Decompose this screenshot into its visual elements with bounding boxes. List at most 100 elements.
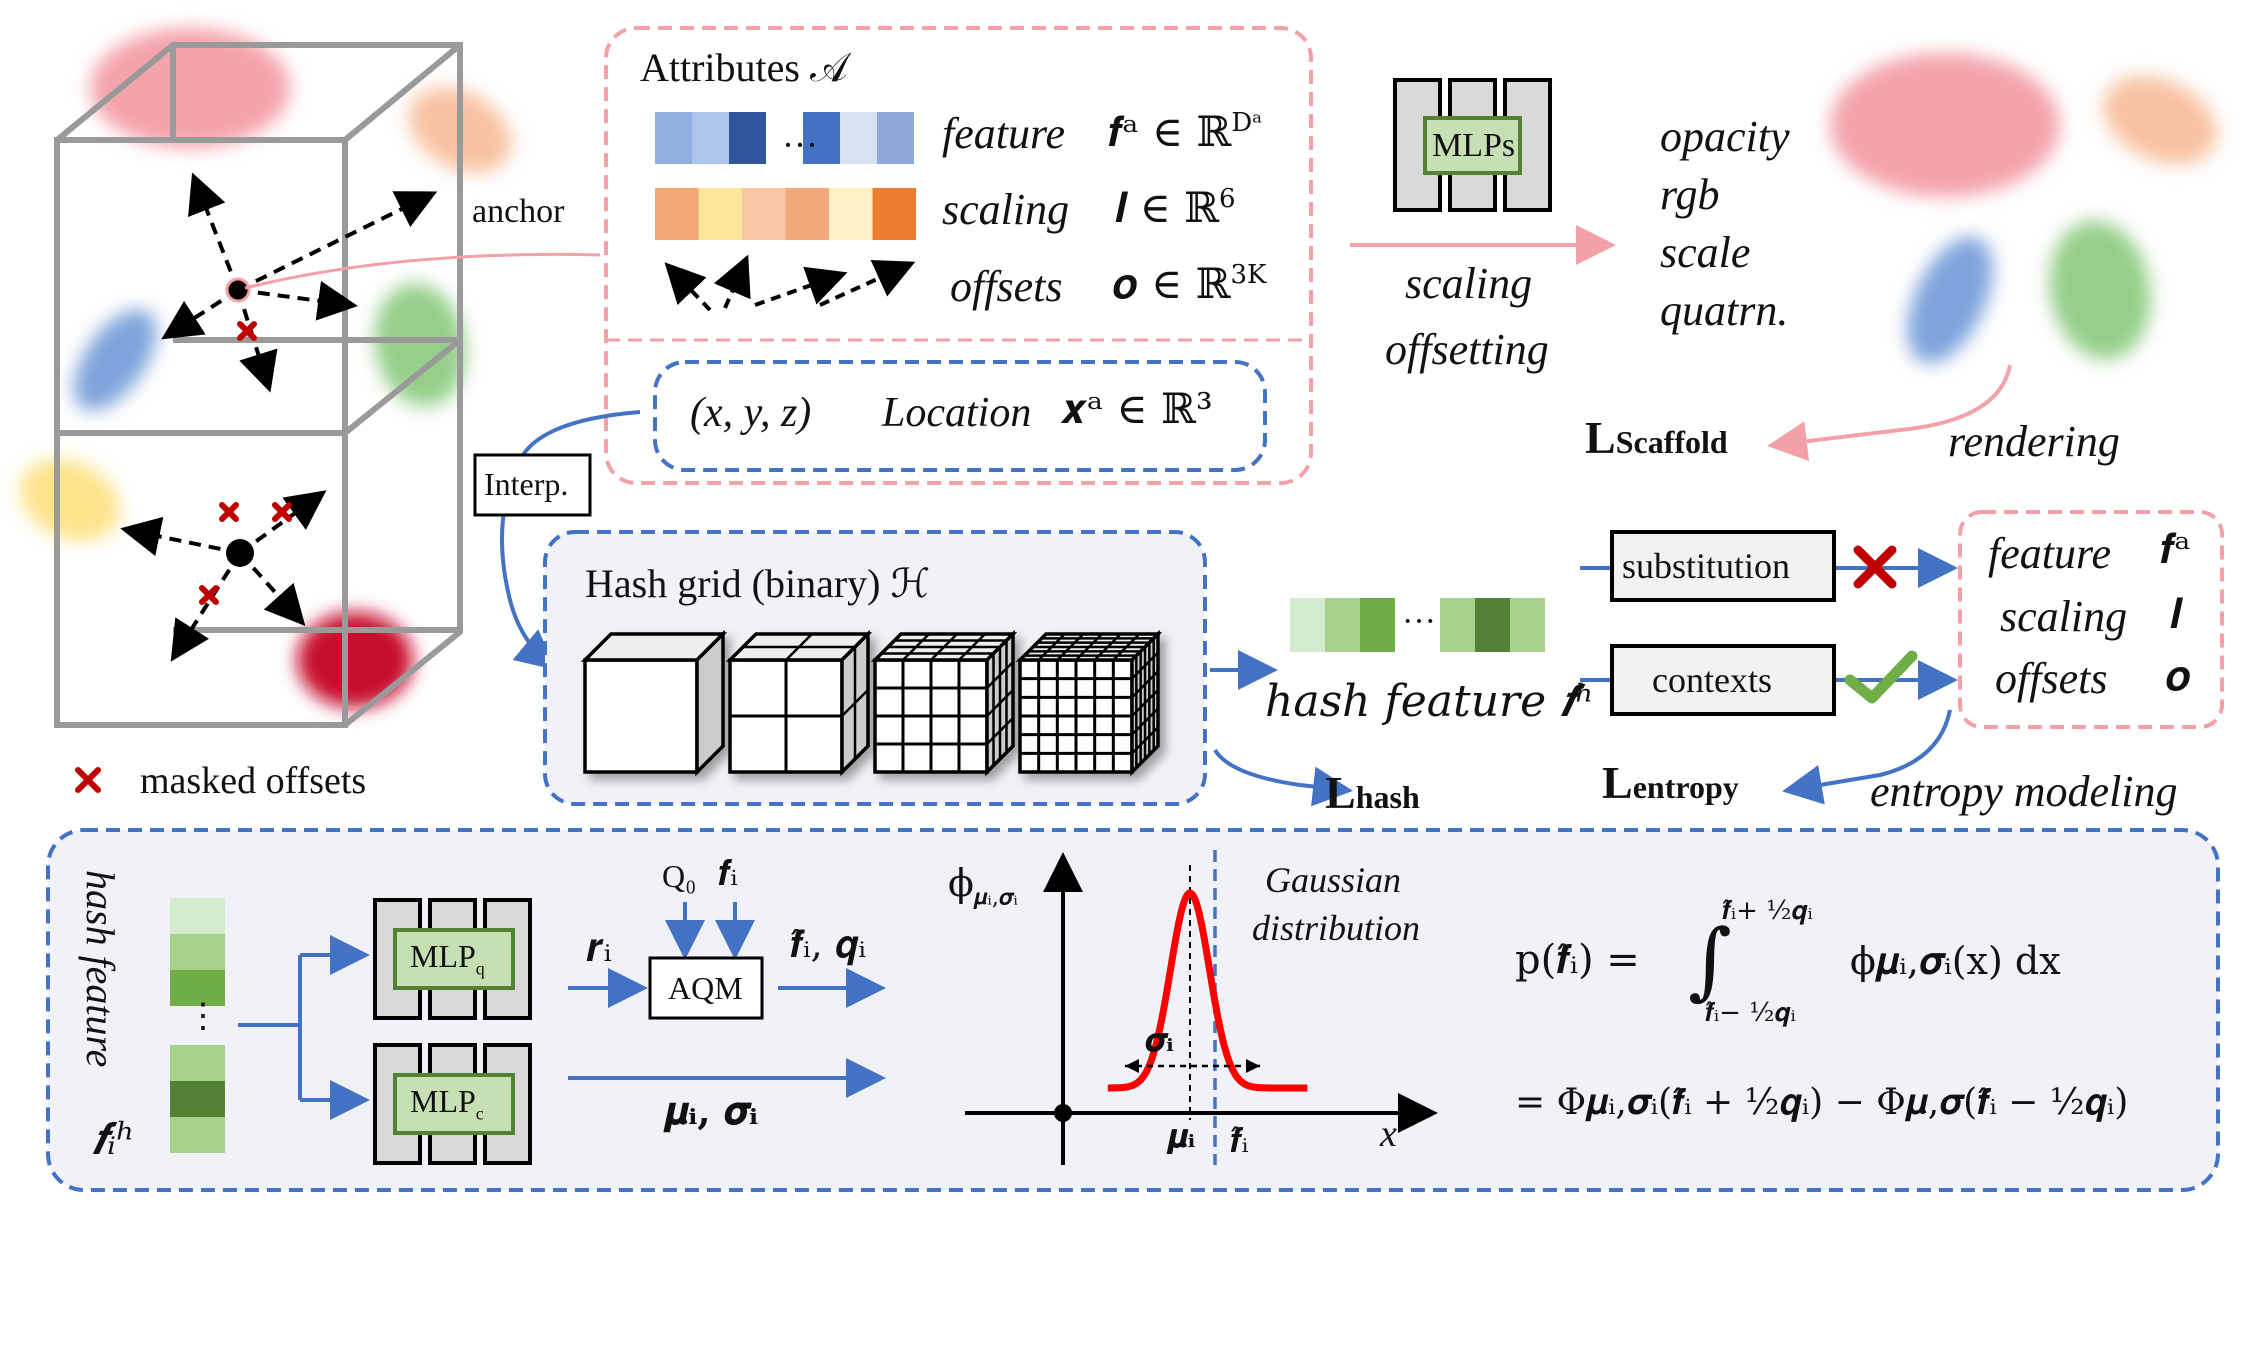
attr-feature-math: 𝒇ᵃ ∈ ℝDᵃ <box>1108 107 1263 156</box>
scaling-cell <box>742 188 786 240</box>
mlp-c-label: MLPc <box>410 1083 484 1124</box>
hash-feature-cell <box>1325 598 1360 652</box>
attribute-feature-vector <box>655 112 914 164</box>
interp-label: Interp. <box>484 466 569 502</box>
entropy-model-panel <box>46 828 2220 1192</box>
gauss-title-1: Gaussian <box>1265 860 1402 900</box>
attr-offsets-name: offsets <box>950 262 1063 311</box>
x-axis-label: x <box>1380 1113 1397 1155</box>
interp-box <box>473 453 592 517</box>
attribute-scaling-vector <box>655 188 916 240</box>
anchor-connector <box>244 252 601 290</box>
scaling-cell <box>655 188 699 240</box>
mlps-label: MLPs <box>1432 127 1516 164</box>
attr-scaling-math: 𝒍 ∈ ℝ6 <box>1115 183 1236 232</box>
sigma-label: 𝝈ᵢ <box>1145 1021 1174 1059</box>
substitution-cross-icon <box>1853 545 1897 589</box>
hash-grid-cube-4 <box>870 629 1018 777</box>
hash-feature-cell <box>1290 598 1325 652</box>
decoded-scaling-math: 𝒍 <box>2170 589 2182 638</box>
branch-arrows <box>238 935 370 1120</box>
bottom-side-math: 𝒇ᵢʰ <box>92 1114 135 1165</box>
scaling-cell <box>698 188 742 240</box>
hash-feature-cell <box>1475 598 1510 652</box>
stack-cell <box>170 934 225 970</box>
feature-cell <box>655 112 692 164</box>
attr-scaling-name: scaling <box>942 185 1070 234</box>
stack-cell <box>170 898 225 934</box>
phi-label: ϕ𝝁ᵢ,𝝈ᵢ <box>948 861 1018 911</box>
aqm-label: AQM <box>668 970 743 1006</box>
contexts-label: contexts <box>1652 660 1772 700</box>
anchor-point-lower <box>226 539 254 567</box>
attribute-offsets-arrows <box>664 254 916 312</box>
location-xyz: (x, y, z) <box>690 390 812 436</box>
contexts-box <box>1610 644 1836 716</box>
location-math: 𝒙ᵃ ∈ ℝ³ <box>1060 384 1213 433</box>
anchor-lower <box>120 490 327 662</box>
feature-cell <box>877 112 914 164</box>
attributes-box <box>604 26 1313 485</box>
decoded-feature-math: 𝒇ᵃ <box>2160 524 2191 573</box>
feature-cell <box>803 112 840 164</box>
location-label: Location <box>882 390 1032 436</box>
eq1-integral: ∫ <box>1688 911 1732 1009</box>
masked-offsets-label: masked offsets <box>140 760 367 802</box>
fhat-axis-label: 𝒇̂ᵢ <box>1230 1121 1249 1161</box>
eq1-lower: 𝒇̂ᵢ− ½𝒒ᵢ <box>1705 998 1796 1028</box>
substitution-label: substitution <box>1622 546 1791 586</box>
rendering-label: rendering <box>1948 417 2120 466</box>
hash-feature-cell <box>1510 598 1545 652</box>
mlp-q-block <box>373 898 532 1020</box>
scaling-cell <box>785 188 829 240</box>
attributes-title: Attributes 𝒜 <box>640 45 848 90</box>
attr-offsets-math: 𝒐 ∈ ℝ3K <box>1112 259 1267 308</box>
stack-cell <box>170 970 225 1006</box>
substitution-box <box>1610 530 1836 602</box>
gauss-title-2: distribution <box>1252 908 1421 948</box>
anchor-label: anchor <box>472 193 565 230</box>
output-scale: scale <box>1660 228 1751 277</box>
output-gaussians <box>1830 53 2217 364</box>
rendering-arrow <box>1767 364 2012 462</box>
f-i-label: 𝒇ᵢ <box>718 853 738 894</box>
fhat-q-label: 𝒇̂ᵢ, 𝒒ᵢ <box>790 922 867 966</box>
hash-grid-title: Hash grid (binary) ℋ <box>585 561 930 606</box>
eq2: = Φ𝝁ᵢ,𝝈ᵢ(𝒇̂ᵢ + ½𝒒ᵢ) − Φ𝝁,𝝈(𝒇̂ᵢ − ½𝒒ᵢ) <box>1515 1082 2129 1123</box>
feature-dots: ··· <box>782 125 818 165</box>
entropy-modeling-label: entropy modeling <box>1870 767 2178 816</box>
anchor-point-upper <box>227 279 249 301</box>
decoded-attributes-box <box>1958 510 2224 729</box>
decoded-offsets-name: offsets <box>1995 654 2108 703</box>
mlp-q-label: MLPq <box>410 938 485 979</box>
loss-entropy: Lentropy <box>1602 757 1739 808</box>
stack-cell <box>170 1081 225 1117</box>
loss-scaffold: LScaffold <box>1585 412 1728 463</box>
output-quatrn: quatrn. <box>1660 286 1789 335</box>
hash-grid-cube-1 <box>580 629 728 777</box>
output-rgb: rgb <box>1660 170 1720 219</box>
attr-feature-name: feature <box>942 109 1065 158</box>
mlps-block <box>1393 78 1552 212</box>
eq1-rhs: ϕ𝝁ᵢ,𝝈ᵢ(x) dx <box>1850 939 2061 983</box>
mlps-caption-offsetting: offsetting <box>1385 325 1549 374</box>
hash-grid-cubes <box>580 629 1163 777</box>
r-i-label: 𝒓ᵢ <box>586 925 612 971</box>
entropy-arrow <box>1782 709 1952 805</box>
contexts-check-icon <box>1844 650 1918 704</box>
location-box <box>653 360 1267 472</box>
mu-axis-label: 𝝁ᵢ <box>1168 1117 1196 1155</box>
output-opacity: opacity <box>1660 112 1790 161</box>
decoded-feature-name: feature <box>1988 529 2111 578</box>
voxel-box <box>54 42 463 728</box>
eq1-upper: 𝒇̂ᵢ+ ½𝒒ᵢ <box>1722 896 1813 926</box>
mlp-c-block <box>373 1043 532 1165</box>
feature-cell <box>729 112 766 164</box>
hash-grid-cube-6 <box>1015 629 1163 777</box>
gaussian-plot <box>965 850 1438 1165</box>
scaling-cell <box>872 188 916 240</box>
hash-feature-dots: ··· <box>1402 603 1436 640</box>
decoded-scaling-name: scaling <box>2000 592 2128 641</box>
masked-offset-icons <box>75 321 292 793</box>
